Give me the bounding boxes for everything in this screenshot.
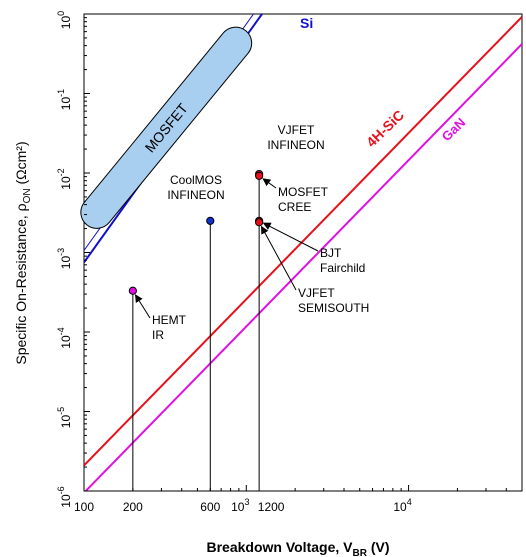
- x-tick-exp: 4: [407, 497, 412, 507]
- point-label-line: MOSFET: [278, 185, 329, 199]
- y-tick-exp: -2: [56, 168, 66, 176]
- data-point-coolmos-infineon: [206, 216, 215, 225]
- y-tick-label: 100: [56, 11, 73, 29]
- point-label-line: VJFET: [298, 286, 335, 300]
- point-label: VJFET INFINEON: [267, 123, 324, 152]
- x-tick-label: 1200: [258, 500, 285, 514]
- point-label: VJFET SEMISOUTH: [298, 286, 369, 315]
- data-point-vjfet-semisouth: [255, 218, 264, 227]
- data-point-mosfet-cree: [255, 171, 264, 180]
- y-tick-base: 10: [59, 176, 73, 190]
- annotation-arrow: [262, 222, 319, 252]
- y-tick-exp: -6: [56, 486, 66, 494]
- limit-line-4h-sic: [84, 16, 522, 467]
- point-label: BJT Fairchild: [320, 246, 365, 275]
- y-tick-label: 10-6: [56, 486, 73, 507]
- y-tick-exp: -1: [56, 89, 66, 97]
- point-label: CoolMOS INFINEON: [167, 173, 224, 202]
- point-label: HEMT IR: [152, 313, 187, 342]
- annotation-arrow: [261, 225, 297, 291]
- data-point-hemt-ir: [128, 286, 137, 295]
- limit-line-label-si: Si: [300, 15, 313, 31]
- x-tick-label: 103: [231, 497, 249, 514]
- x-tick-label: 200: [123, 500, 143, 514]
- y-tick-base: 10: [59, 494, 73, 508]
- point-label: MOSFET CREE: [278, 185, 329, 214]
- y-tick-label: 10-3: [56, 248, 73, 269]
- point-label-line: IR: [152, 328, 164, 342]
- point-label-line: HEMT: [152, 313, 187, 327]
- point-label-line: INFINEON: [267, 138, 324, 152]
- limit-line-label-4h-sic: 4H-SiC: [363, 107, 407, 150]
- x-axis-title: Breakdown Voltage, VBR (V): [206, 539, 389, 557]
- y-tick-base: 10: [59, 97, 73, 111]
- y-tick-label: 10-4: [56, 327, 73, 348]
- mosfet-region: [80, 26, 253, 229]
- annotation-arrow: [262, 178, 277, 189]
- annotation-arrow: [134, 294, 151, 319]
- y-tick-exp: -5: [56, 407, 66, 415]
- x-tick-base: 10: [393, 500, 407, 514]
- x-tick-label: 100: [74, 500, 94, 514]
- x-tick-exp: 3: [244, 497, 249, 507]
- y-axis-title: Specific On-Resistance, ρON (Ωcm²): [13, 141, 33, 364]
- y-tick-exp: -3: [56, 248, 66, 256]
- point-label-line: CoolMOS: [170, 173, 222, 187]
- y-tick-label: 10-5: [56, 407, 73, 428]
- point-label-line: BJT: [320, 246, 342, 260]
- point-label-line: VJFET: [278, 123, 315, 137]
- limit-line-gan: [84, 43, 522, 491]
- y-tick-base: 10: [59, 16, 73, 30]
- y-tick-exp: -4: [56, 327, 66, 335]
- y-tick-base: 10: [59, 256, 73, 270]
- y-tick-base: 10: [59, 335, 73, 349]
- x-tick-base: 10: [231, 500, 245, 514]
- point-label-line: INFINEON: [167, 188, 224, 202]
- y-tick-exp: 0: [56, 11, 66, 16]
- point-label-line: SEMISOUTH: [298, 301, 369, 315]
- point-label-line: CREE: [278, 200, 311, 214]
- point-label-line: Fairchild: [320, 261, 365, 275]
- y-tick-base: 10: [59, 415, 73, 429]
- x-tick-label: 600: [200, 500, 220, 514]
- x-tick-label: 104: [393, 497, 411, 514]
- limit-line-label-gan: GaN: [439, 115, 469, 144]
- y-tick-label: 10-1: [56, 89, 73, 110]
- y-tick-label: 10-2: [56, 168, 73, 189]
